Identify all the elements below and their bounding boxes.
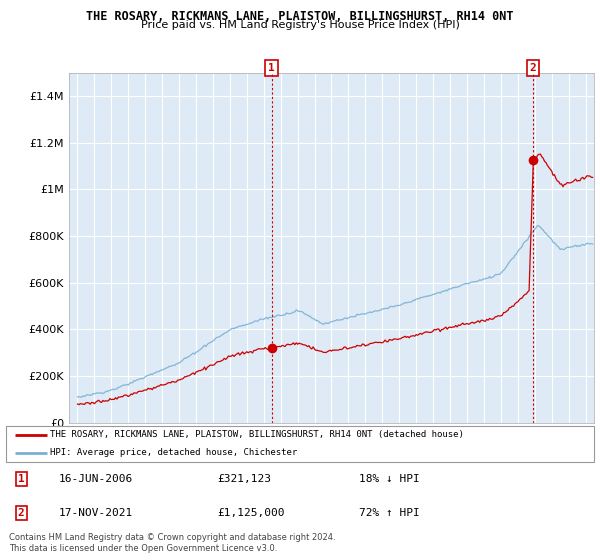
Text: 16-JUN-2006: 16-JUN-2006 [59,474,133,484]
Text: THE ROSARY, RICKMANS LANE, PLAISTOW, BILLINGSHURST, RH14 0NT: THE ROSARY, RICKMANS LANE, PLAISTOW, BIL… [86,10,514,22]
Text: THE ROSARY, RICKMANS LANE, PLAISTOW, BILLINGSHURST, RH14 0NT (detached house): THE ROSARY, RICKMANS LANE, PLAISTOW, BIL… [50,430,464,439]
Text: 1: 1 [268,63,275,73]
Text: 1: 1 [18,474,25,484]
Text: Price paid vs. HM Land Registry's House Price Index (HPI): Price paid vs. HM Land Registry's House … [140,20,460,30]
Text: 2: 2 [18,508,25,518]
Text: £1,125,000: £1,125,000 [218,508,285,518]
Text: 2: 2 [529,63,536,73]
Text: 17-NOV-2021: 17-NOV-2021 [59,508,133,518]
Text: 18% ↓ HPI: 18% ↓ HPI [359,474,419,484]
Text: Contains HM Land Registry data © Crown copyright and database right 2024.
This d: Contains HM Land Registry data © Crown c… [9,533,335,553]
Text: £321,123: £321,123 [218,474,272,484]
Text: 72% ↑ HPI: 72% ↑ HPI [359,508,419,518]
Text: HPI: Average price, detached house, Chichester: HPI: Average price, detached house, Chic… [50,449,298,458]
FancyBboxPatch shape [6,426,594,462]
